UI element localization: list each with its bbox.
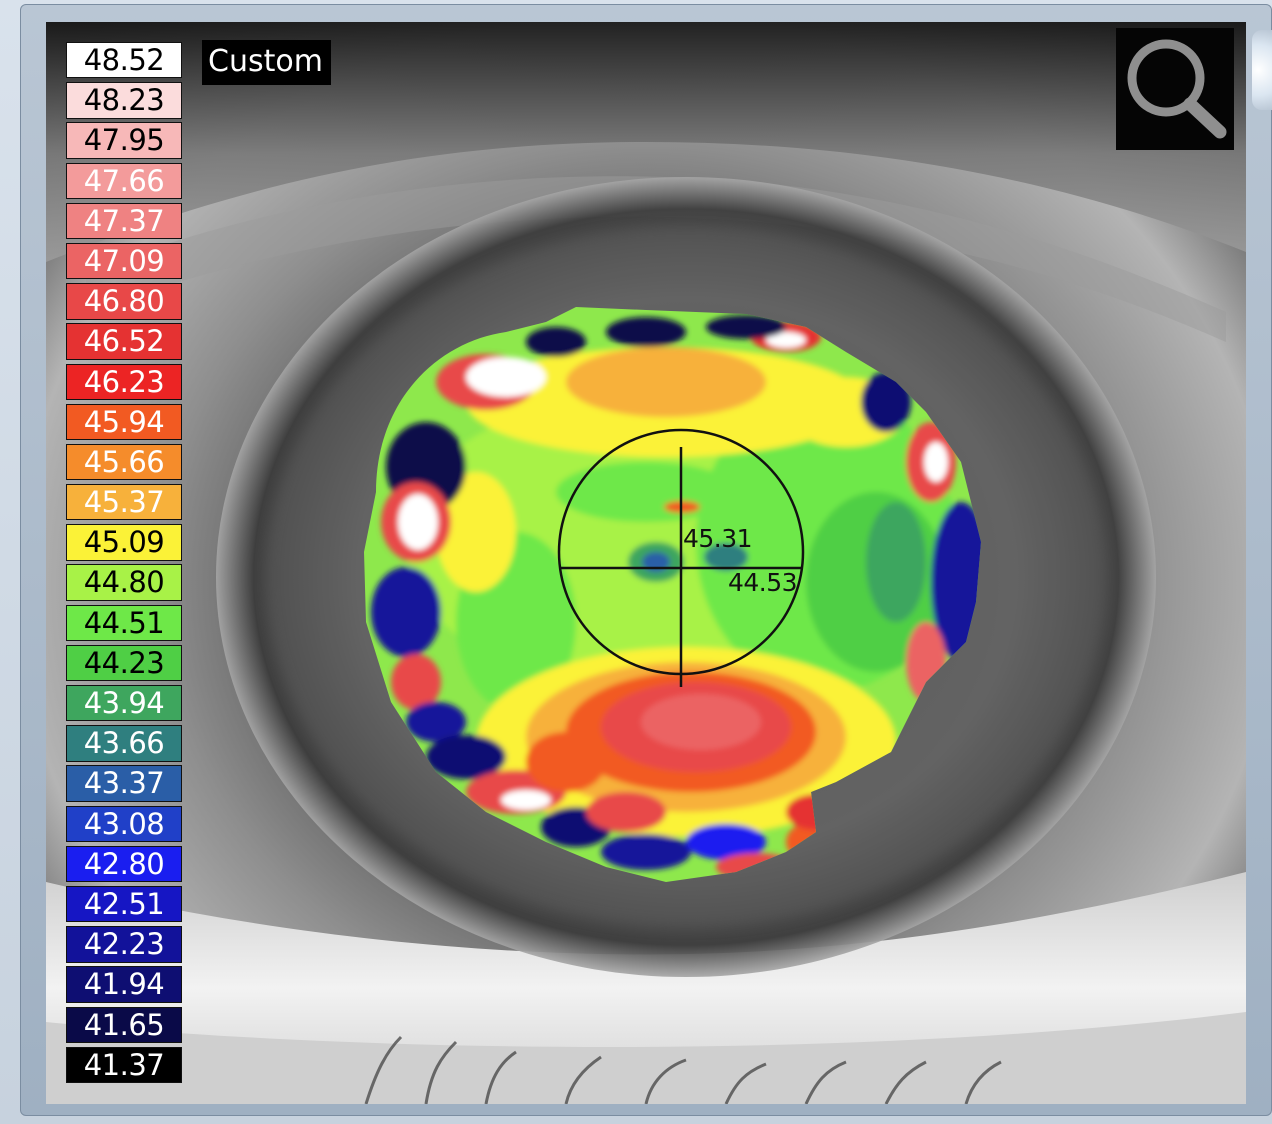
legend-item: 44.80	[66, 564, 182, 601]
legend-item: 41.65	[66, 1006, 182, 1043]
legend-item: 43.08	[66, 805, 182, 842]
magnifier-icon	[1127, 39, 1227, 139]
legend-item: 46.23	[66, 363, 182, 400]
lower-keratometry-reading: 44.53	[728, 568, 798, 597]
legend-item: 45.37	[66, 484, 182, 521]
zoom-button[interactable]	[1116, 28, 1234, 150]
legend-item: 43.37	[66, 765, 182, 802]
legend-item: 46.80	[66, 283, 182, 320]
legend-item: 43.66	[66, 725, 182, 762]
legend-item: 47.09	[66, 242, 182, 280]
legend-item: 42.80	[66, 845, 182, 883]
color-scale-legend: 48.52 48.23 47.95 47.66 47.37 47.09 46.80 46.52…	[66, 42, 182, 1087]
legend-item: 48.52	[66, 42, 182, 79]
legend-item: 42.23	[66, 926, 182, 963]
legend-item: 45.09	[66, 524, 182, 561]
legend-item: 41.37	[66, 1046, 182, 1084]
legend-item: 47.37	[66, 202, 182, 240]
legend-item: 42.51	[66, 885, 182, 923]
legend-item: 45.94	[66, 403, 182, 441]
eye-image	[46, 22, 1246, 1104]
legend-item: 47.95	[66, 122, 182, 159]
scroll-edge[interactable]	[1252, 30, 1272, 110]
legend-item: 44.23	[66, 644, 182, 682]
legend-item: 43.94	[66, 685, 182, 722]
legend-item: 46.52	[66, 323, 182, 360]
upper-keratometry-reading: 45.31	[683, 524, 753, 553]
corneal-topography-viewer[interactable]: 48.52 48.23 47.95 47.66 47.37 47.09 46.80 46.52…	[46, 22, 1246, 1104]
legend-item: 45.66	[66, 443, 182, 481]
map-mode-label: Custom	[202, 40, 331, 85]
legend-item: 48.23	[66, 82, 182, 119]
legend-item: 47.66	[66, 162, 182, 199]
legend-item: 41.94	[66, 966, 182, 1003]
legend-item: 44.51	[66, 604, 182, 642]
